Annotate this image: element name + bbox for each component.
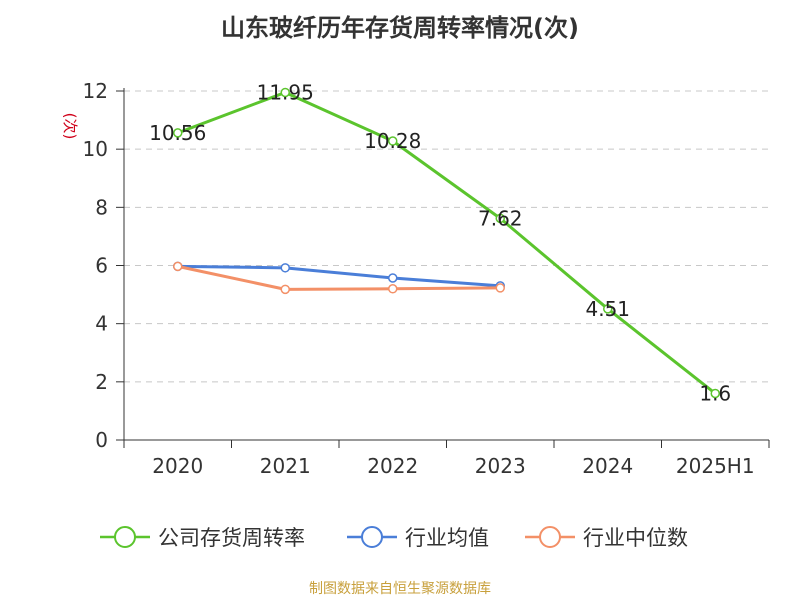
x-tick-label: 2022: [367, 454, 418, 478]
x-tick-label: 2024: [582, 454, 633, 478]
x-tick-label: 2020: [152, 454, 203, 478]
data-source: 制图数据来自恒生聚源数据库: [309, 581, 491, 597]
data-point: [173, 128, 183, 138]
legend-swatch-marker: [539, 526, 561, 548]
data-point: [603, 304, 613, 314]
data-point: [280, 284, 290, 295]
y-tick-label: 2: [95, 370, 108, 394]
legend-swatch-marker: [114, 526, 136, 548]
legend-label: 公司存货周转率: [158, 526, 305, 550]
data-point: [388, 136, 398, 146]
data-point: [710, 388, 720, 399]
data-point: [280, 87, 290, 98]
data-label: 10.28: [364, 129, 421, 153]
data-point: [495, 213, 505, 224]
series-line: [177, 264, 501, 291]
data-label: 7.62: [478, 206, 523, 230]
series-line: [177, 264, 501, 288]
series-line: [177, 90, 717, 395]
y-tick-label: 12: [83, 79, 108, 103]
data-point: [388, 273, 398, 283]
y-tick-label: 10: [83, 137, 108, 161]
y-tick-label: 8: [95, 195, 108, 219]
data-point: [388, 284, 398, 294]
legend-label: 行业均值: [405, 526, 489, 550]
legend-swatch-marker: [361, 526, 383, 548]
data-label: 1.6: [699, 381, 731, 405]
chart-title: 山东玻纤历年存货周转率情况(次): [221, 14, 579, 42]
x-tick-label: 2023: [475, 454, 526, 478]
y-tick-label: 0: [95, 428, 108, 452]
data-point: [173, 261, 183, 272]
data-point: [495, 283, 505, 293]
data-label: 4.51: [585, 297, 630, 321]
data-point: [280, 263, 290, 273]
data-label: 10.56: [149, 121, 206, 145]
data-label: 11.95: [257, 80, 314, 104]
y-axis-label: (次): [61, 113, 79, 140]
legend-label: 行业中位数: [583, 526, 688, 550]
x-tick-label: 2025H1: [676, 454, 755, 478]
y-tick-label: 6: [95, 254, 108, 278]
x-tick-label: 2021: [260, 454, 311, 478]
y-tick-label: 4: [95, 312, 108, 336]
